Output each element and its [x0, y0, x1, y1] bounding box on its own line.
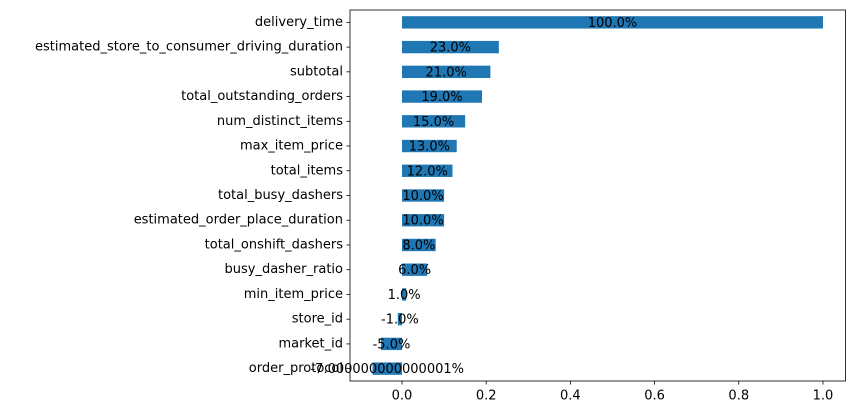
value-label: 21.0% — [426, 65, 467, 80]
y-tick-label: total_outstanding_orders — [181, 89, 343, 104]
value-label: 10.0% — [402, 214, 443, 229]
x-tick-label: 0.6 — [644, 389, 665, 404]
bar — [401, 189, 445, 202]
x-tick-label: 0.8 — [728, 389, 749, 404]
value-label: 10.0% — [402, 189, 443, 204]
y-tick-label: estimated_order_place_duration — [134, 213, 343, 228]
value-label: 6.0% — [398, 263, 431, 278]
y-tick-label: market_id — [279, 336, 344, 351]
bar — [401, 164, 453, 177]
bar — [401, 16, 823, 29]
x-tick-label: 0.4 — [560, 389, 581, 404]
y-tick-label: delivery_time — [255, 15, 343, 30]
value-label: -1.0% — [381, 313, 419, 328]
y-tick-label: total_busy_dashers — [218, 188, 343, 203]
bar — [401, 40, 499, 54]
x-tick-label: 1.0 — [813, 389, 834, 404]
value-label: 23.0% — [430, 41, 471, 56]
y-tick-label: num_distinct_items — [217, 114, 343, 129]
bar — [401, 263, 428, 276]
value-label: 13.0% — [409, 140, 450, 155]
x-tick-label: 0.2 — [476, 389, 497, 404]
y-tick-label: total_onshift_dashers — [205, 237, 344, 252]
y-tick-label: min_item_price — [244, 287, 343, 302]
bar — [401, 115, 466, 128]
value-label: 1.0% — [388, 288, 421, 303]
y-tick-label: store_id — [292, 312, 343, 327]
bar — [401, 90, 482, 103]
bar — [372, 362, 402, 375]
bar — [401, 214, 445, 227]
value-label: -7.000000000000001% — [310, 362, 464, 377]
y-tick-label: subtotal — [290, 64, 343, 79]
axes-frame — [349, 9, 846, 382]
bar — [401, 238, 436, 252]
y-tick-label: order_protocol — [249, 361, 343, 376]
bar — [401, 288, 407, 301]
x-tick-label: 0.0 — [392, 389, 413, 404]
bar — [397, 312, 402, 326]
value-label: -5.0% — [373, 337, 411, 352]
y-tick-label: total_items — [271, 163, 344, 178]
bar — [401, 65, 491, 79]
y-tick-label: estimated_store_to_consumer_driving_dura… — [35, 40, 343, 55]
y-tick-label: max_item_price — [240, 139, 343, 154]
value-label: 15.0% — [413, 115, 454, 130]
value-label: 8.0% — [402, 238, 435, 253]
bar — [380, 337, 402, 351]
value-label: 12.0% — [407, 164, 448, 179]
value-label: 100.0% — [588, 16, 638, 31]
y-tick-label: busy_dasher_ratio — [224, 262, 343, 277]
bar — [401, 139, 457, 153]
value-label: 19.0% — [421, 90, 462, 105]
